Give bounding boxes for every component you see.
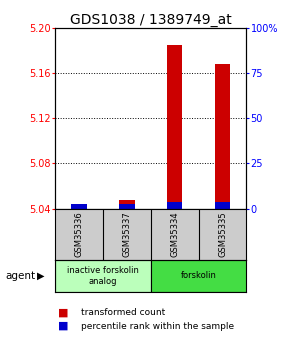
Bar	[151, 260, 246, 292]
Text: GSM35335: GSM35335	[218, 212, 227, 257]
Text: forskolin: forskolin	[181, 272, 217, 280]
Text: inactive forskolin
analog: inactive forskolin analog	[67, 266, 139, 286]
Bar	[167, 202, 182, 209]
Bar	[215, 202, 230, 209]
Text: agent: agent	[6, 271, 36, 281]
Text: ■: ■	[58, 307, 68, 317]
Bar	[55, 260, 151, 292]
Bar	[119, 200, 135, 209]
Text: ■: ■	[58, 321, 68, 331]
Bar	[71, 208, 87, 209]
Bar	[119, 204, 135, 209]
Bar	[71, 204, 87, 209]
Title: GDS1038 / 1389749_at: GDS1038 / 1389749_at	[70, 12, 232, 27]
Text: GSM35334: GSM35334	[170, 212, 179, 257]
Text: GSM35337: GSM35337	[122, 212, 131, 257]
Text: transformed count: transformed count	[81, 308, 166, 317]
Text: percentile rank within the sample: percentile rank within the sample	[81, 322, 234, 331]
Text: ▶: ▶	[37, 271, 44, 281]
Text: GSM35336: GSM35336	[75, 212, 84, 257]
Bar	[215, 64, 230, 209]
Bar	[167, 45, 182, 209]
